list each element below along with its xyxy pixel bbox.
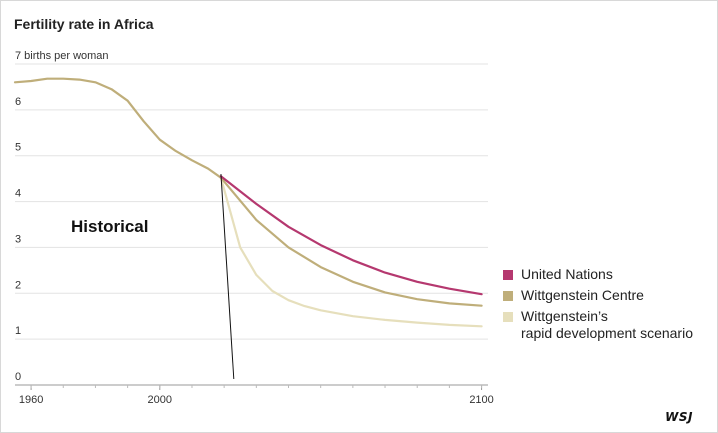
legend-swatch	[503, 291, 513, 301]
legend-item-wittgenstein-centre: Wittgenstein Centre	[503, 287, 693, 304]
annotation-historical: Historical	[71, 217, 148, 236]
legend-item-rapid-development: Wittgenstein’s rapid development scenari…	[503, 308, 693, 342]
y-tick-label: 5	[15, 142, 21, 154]
x-tick-label: 2100	[469, 394, 493, 406]
x-tick-label: 2000	[148, 394, 172, 406]
legend-label: United Nations	[521, 266, 613, 282]
legend-label: Wittgenstein Centre	[521, 287, 644, 303]
chart-legend: United Nations Wittgenstein Centre Wittg…	[503, 266, 693, 346]
y-tick-label: 7 births per woman	[15, 50, 109, 62]
y-tick-label: 4	[15, 188, 21, 200]
y-tick-label: 6	[15, 96, 21, 108]
legend-label: Wittgenstein’s rapid development scenari…	[521, 308, 693, 341]
chart-title: Fertility rate in Africa	[14, 16, 154, 32]
series-line	[219, 176, 483, 307]
legend-item-united-nations: United Nations	[503, 266, 693, 283]
series-line	[219, 176, 483, 328]
legend-swatch	[503, 312, 513, 322]
y-tick-label: 1	[15, 325, 21, 337]
series-line	[219, 175, 483, 296]
series-line	[13, 77, 222, 179]
projection-divider-line	[220, 174, 235, 380]
y-tick-label: 2	[15, 279, 21, 291]
wsj-logo: WSJ	[665, 410, 693, 424]
x-tick-label: 1960	[19, 394, 43, 406]
legend-swatch	[503, 270, 513, 280]
y-tick-label: 3	[15, 233, 21, 245]
y-tick-label: 0	[15, 371, 21, 383]
